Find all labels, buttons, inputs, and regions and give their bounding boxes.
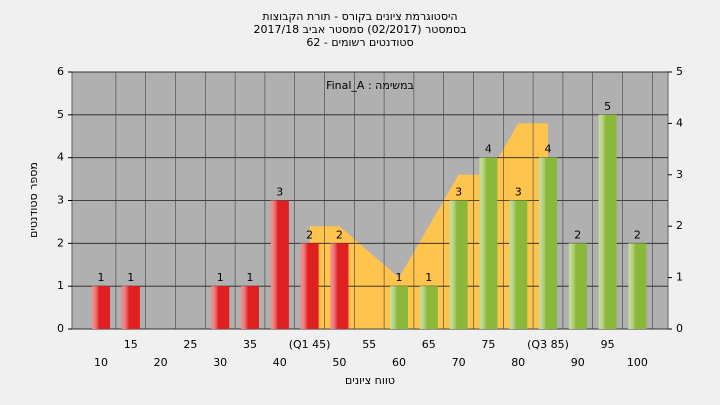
bar-shine <box>270 200 289 329</box>
bar-shine <box>598 114 617 329</box>
y2-tick-label: 0 <box>676 322 683 335</box>
bar-shine <box>300 243 319 329</box>
value-label: 1 <box>425 271 432 284</box>
bar-shine <box>121 286 140 329</box>
value-label: 1 <box>217 271 224 284</box>
x-tick-label: 55 <box>362 338 376 351</box>
x-tick-label: 70 <box>452 356 466 369</box>
bar-shine <box>390 286 408 329</box>
bar-shine <box>419 286 438 329</box>
bar-shine <box>449 200 468 329</box>
y-tick-label: 6 <box>57 65 64 78</box>
bar-shine <box>92 286 110 329</box>
x-tick-label: 20 <box>154 356 168 369</box>
bar-shine <box>211 286 230 329</box>
value-label: 1 <box>396 271 403 284</box>
bar-shine <box>479 157 498 329</box>
x-tick-label: 80 <box>511 356 525 369</box>
y-tick-label: 0 <box>57 322 64 335</box>
x-tick-label: 35 <box>243 338 257 351</box>
y-tick-label: 5 <box>57 108 64 121</box>
value-label: 4 <box>485 143 492 156</box>
value-label: 1 <box>247 271 254 284</box>
value-label: 3 <box>455 186 462 199</box>
bar-shine <box>241 286 259 329</box>
x-tick-label: 30 <box>213 356 227 369</box>
value-label: 2 <box>336 228 343 241</box>
x-tick-label: 10 <box>94 356 108 369</box>
y2-tick-label: 4 <box>676 116 683 129</box>
chart-title: היסטוגרמת ציונים בקורס - תורת הקבוצות <box>262 10 457 23</box>
x-tick-label: 15 <box>124 338 138 351</box>
value-label: 1 <box>98 271 105 284</box>
x-tick-label: 65 <box>422 338 436 351</box>
value-label: 2 <box>306 228 313 241</box>
x-tick-label: (Q1 45) <box>289 338 331 351</box>
x-tick-label: 90 <box>571 356 585 369</box>
x-tick-label: 95 <box>601 338 615 351</box>
value-label: 1 <box>127 271 134 284</box>
y-tick-label: 1 <box>57 279 64 292</box>
chart-subtitle: סטודנטים רשומים - 62 <box>306 36 413 49</box>
x-tick-label: 60 <box>392 356 406 369</box>
y2-tick-label: 1 <box>676 271 683 284</box>
x-axis-label: טווח ציונים <box>345 374 395 387</box>
y-axis-label: מספר סטודנטים <box>27 162 40 238</box>
x-tick-label: 100 <box>627 356 648 369</box>
bar-shine <box>509 200 528 329</box>
value-label: 3 <box>276 186 283 199</box>
bar-shine <box>568 243 587 329</box>
x-tick-label: 50 <box>332 356 346 369</box>
value-label: 2 <box>634 228 641 241</box>
bar-shine <box>539 157 557 329</box>
value-label: 3 <box>515 186 522 199</box>
y-tick-label: 4 <box>57 151 64 164</box>
x-tick-label: 25 <box>183 338 197 351</box>
bar-shine <box>628 243 647 329</box>
y2-tick-label: 3 <box>676 168 683 181</box>
x-tick-label: (Q3 85) <box>527 338 569 351</box>
annotation: Final_A : במשימה <box>326 79 414 92</box>
y2-tick-label: 5 <box>676 65 683 78</box>
value-label: 5 <box>604 100 611 113</box>
x-tick-label: 40 <box>273 356 287 369</box>
value-label: 2 <box>574 228 581 241</box>
y2-tick-label: 2 <box>676 219 683 232</box>
y-tick-label: 2 <box>57 236 64 249</box>
y-tick-label: 3 <box>57 194 64 207</box>
bar-shine <box>330 243 349 329</box>
chart-subtitle: בסמסטר (02/2017) סמסטר אביב 2017/18 <box>253 23 466 36</box>
x-tick-label: 75 <box>481 338 495 351</box>
value-label: 4 <box>545 143 552 156</box>
